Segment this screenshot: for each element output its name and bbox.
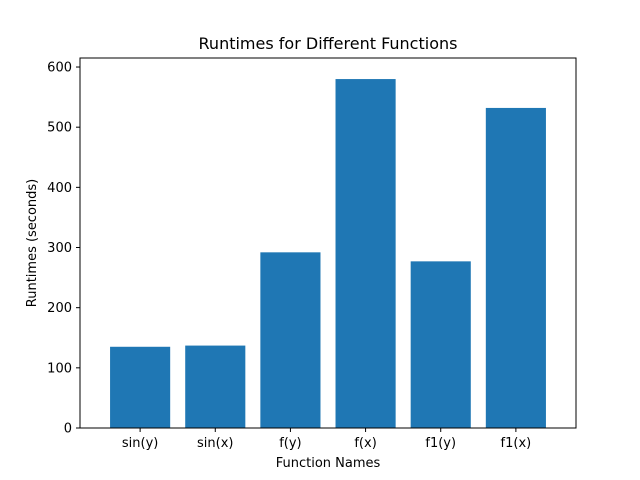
x-tick-label-2: f(y)	[279, 436, 301, 451]
bar-2	[260, 252, 321, 428]
x-tick-label-1: sin(x)	[197, 436, 233, 451]
bar-3	[335, 79, 396, 428]
y-tick-label-2: 200	[47, 301, 72, 316]
x-tick-label-3: f(x)	[354, 436, 376, 451]
y-tick-label-5: 500	[47, 121, 72, 136]
y-axis: 0 100 200 300 400 500 600	[47, 61, 80, 437]
x-axis-label: Function Names	[276, 456, 381, 471]
x-tick-label-4: f1(y)	[425, 436, 456, 451]
bar-4	[410, 261, 471, 428]
bar-0	[110, 346, 171, 428]
x-tick-label-0: sin(y)	[122, 436, 158, 451]
bar-1	[185, 345, 246, 428]
plot-frame	[79, 57, 577, 429]
y-tick-label-4: 400	[47, 181, 72, 196]
x-axis: sin(y) sin(x) f(y) f(x) f1(y) f1(x)	[122, 428, 531, 451]
bar-5	[485, 107, 546, 429]
y-tick-label-6: 600	[47, 61, 72, 76]
chart-title: Runtimes for Different Functions	[199, 34, 458, 53]
bars-group	[110, 79, 546, 429]
y-axis-label: Runtimes (seconds)	[25, 179, 40, 307]
y-tick-label-0: 0	[64, 422, 72, 437]
y-tick-label-3: 300	[47, 241, 72, 256]
y-tick-label-1: 100	[47, 361, 72, 376]
x-tick-label-5: f1(x)	[501, 436, 532, 451]
